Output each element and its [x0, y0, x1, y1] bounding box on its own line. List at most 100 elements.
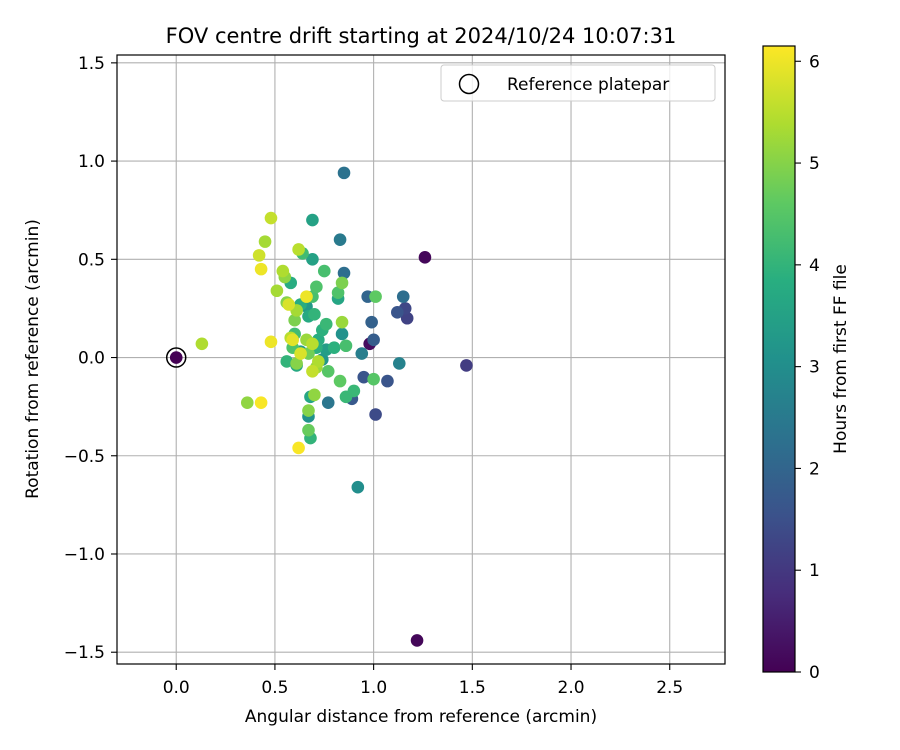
x-axis-label: Angular distance from reference (arcmin) — [245, 707, 597, 727]
data-point — [331, 286, 345, 300]
colorbar-tick-label: 1 — [809, 561, 820, 581]
reference-platepar-marker — [165, 347, 187, 368]
colorbar-tick-label: 3 — [809, 358, 820, 378]
data-point — [302, 404, 315, 417]
data-point — [306, 253, 319, 266]
y-tick-label: 1.5 — [78, 54, 105, 74]
data-point — [335, 276, 349, 290]
data-point — [264, 335, 278, 349]
data-point — [369, 408, 382, 421]
plot-frame — [116, 54, 726, 665]
y-axis-label: Rotation from reference (arcmin) — [23, 219, 43, 499]
colorbar-gradient — [762, 45, 796, 673]
y-tick-label: −0.5 — [64, 447, 105, 467]
colorbar-tick-label: 2 — [809, 459, 820, 479]
data-point — [306, 337, 319, 351]
data-point — [367, 333, 380, 347]
data-point — [337, 166, 351, 180]
data-point — [252, 249, 266, 262]
data-point — [254, 262, 268, 276]
data-point — [365, 315, 378, 329]
y-tick-label: −1.5 — [64, 643, 105, 663]
reference-point — [169, 351, 183, 364]
data-point — [276, 264, 290, 278]
data-point — [333, 233, 347, 246]
data-point — [321, 364, 335, 378]
chart-title: FOV centre drift starting at 2024/10/24 … — [166, 24, 677, 48]
data-point — [410, 634, 424, 647]
data-point — [312, 355, 325, 368]
data-point — [258, 235, 272, 248]
reference-marker-group — [165, 347, 187, 368]
data-point — [369, 290, 382, 303]
data-point — [339, 339, 353, 353]
plot-area — [117, 55, 725, 664]
data-point — [308, 308, 321, 321]
colorbar-tick-label: 6 — [809, 52, 820, 72]
data-point — [282, 298, 296, 311]
data-point — [392, 357, 406, 370]
data-point — [300, 290, 313, 303]
colorbar-ticks: 0 1 2 3 4 5 6 — [795, 52, 820, 683]
data-point — [306, 364, 319, 378]
data-point — [290, 357, 303, 370]
grid — [117, 55, 725, 664]
data-point — [335, 327, 349, 341]
legend-reference-marker — [458, 73, 480, 95]
data-points — [195, 166, 473, 647]
data-point — [335, 315, 349, 329]
data-point — [396, 290, 410, 303]
data-point — [347, 384, 361, 398]
data-point — [460, 359, 473, 372]
data-point — [327, 341, 341, 355]
data-point — [391, 306, 404, 319]
data-point — [351, 480, 365, 494]
y-tick-label: −1.0 — [64, 545, 105, 565]
x-axis-ticks: 0.0 0.5 1.0 1.5 2.0 2.5 — [163, 664, 683, 698]
data-point — [337, 266, 351, 280]
data-point — [270, 284, 284, 298]
data-point — [319, 317, 333, 331]
data-point — [254, 396, 268, 410]
data-point — [308, 388, 321, 402]
data-point — [381, 374, 394, 388]
data-point — [333, 374, 347, 388]
y-tick-label: 0.5 — [78, 250, 105, 270]
y-tick-label: 0.0 — [78, 349, 105, 369]
colorbar-tick-label: 0 — [809, 663, 820, 683]
x-tick-label: 0.5 — [261, 678, 288, 698]
legend: Reference platepar — [440, 64, 716, 102]
x-tick-label: 0.0 — [163, 678, 190, 698]
data-point — [195, 337, 209, 351]
colorbar-tick-label: 4 — [809, 256, 820, 276]
legend-entry-label: Reference platepar — [507, 75, 669, 95]
y-axis-ticks: −1.5 −1.0 −0.5 0.0 0.5 1.0 1.5 — [64, 54, 117, 663]
data-point — [280, 355, 294, 368]
legend-box — [440, 64, 716, 102]
y-tick-label: 1.0 — [78, 152, 105, 172]
colorbar: 0 1 2 3 4 5 6 Hours from first FF file — [762, 45, 851, 683]
data-point — [418, 251, 432, 264]
data-point — [288, 313, 301, 327]
data-point — [286, 333, 299, 347]
data-point — [292, 243, 305, 256]
data-point — [310, 280, 323, 294]
data-point — [321, 396, 335, 410]
data-point — [292, 441, 305, 455]
colorbar-tick-label: 5 — [809, 154, 820, 174]
data-point — [264, 211, 278, 225]
data-point — [317, 264, 331, 278]
x-tick-label: 2.0 — [558, 678, 585, 698]
data-point — [306, 213, 319, 227]
x-tick-label: 1.5 — [459, 678, 486, 698]
data-point — [357, 370, 371, 384]
data-point — [355, 347, 369, 360]
x-tick-label: 2.5 — [656, 678, 683, 698]
data-point — [400, 311, 414, 325]
data-point — [240, 396, 254, 410]
data-point — [302, 423, 315, 437]
x-tick-label: 1.0 — [360, 678, 387, 698]
colorbar-label: Hours from first FF file — [831, 264, 851, 454]
data-point — [294, 347, 307, 360]
